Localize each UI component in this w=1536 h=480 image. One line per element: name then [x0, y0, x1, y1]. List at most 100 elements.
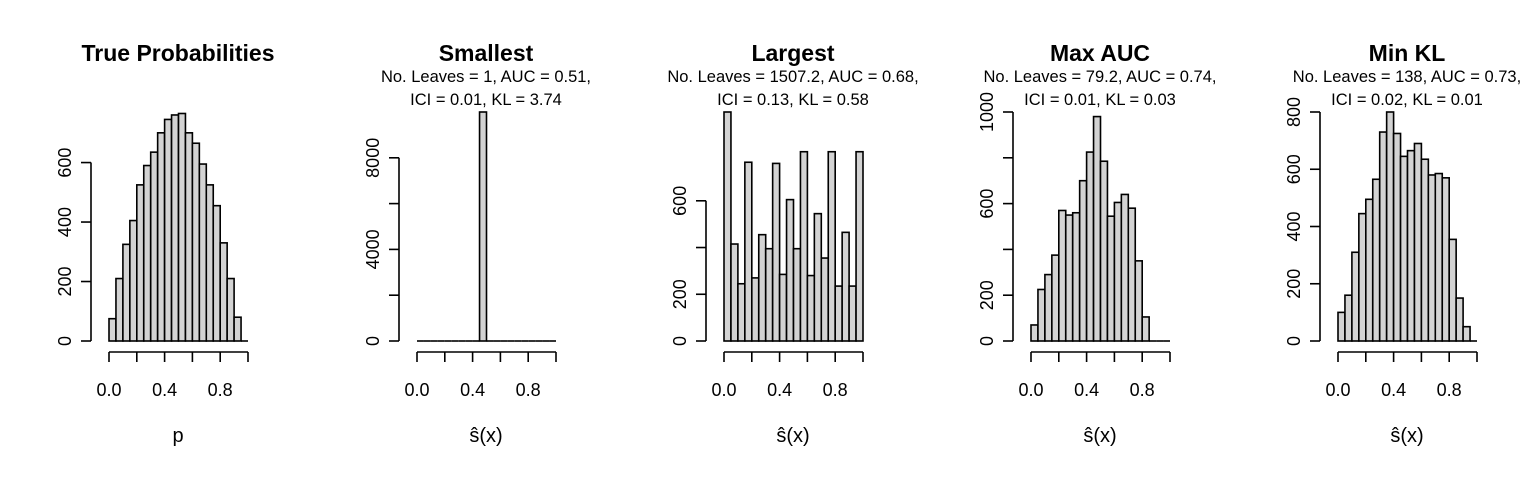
x-axis-label: ŝ(x) — [1390, 425, 1423, 447]
histogram-bar — [108, 317, 117, 342]
histogram-bar — [1106, 215, 1116, 342]
histogram-bar — [1134, 260, 1143, 342]
y-tick-label: 0 — [1284, 336, 1304, 346]
y-tick-label: 400 — [55, 207, 75, 237]
histogram-bar — [170, 114, 180, 342]
panel-subtitle: No. Leaves = 79.2, AUC = 0.74, — [984, 68, 1217, 86]
histogram-bar — [1371, 178, 1381, 342]
histogram-bar — [1385, 111, 1395, 342]
histogram-bar — [1427, 174, 1437, 342]
x-tick-label: 0.0 — [1325, 380, 1350, 400]
histogram-bar — [799, 150, 809, 342]
histogram-bar — [205, 184, 215, 342]
histogram-bar — [792, 247, 802, 342]
y-tick-label: 600 — [977, 189, 997, 219]
histogram-bar — [219, 242, 228, 342]
histogram-bar — [122, 243, 131, 342]
y-tick-label: 8000 — [363, 138, 383, 178]
histogram-bar — [730, 243, 739, 342]
histogram-bar — [1358, 212, 1367, 342]
histogram-bar — [820, 257, 830, 342]
x-tick-label: 0.0 — [711, 380, 736, 400]
histogram-bar — [1064, 214, 1074, 342]
x-tick-label: 0.8 — [1437, 380, 1462, 400]
y-tick-label: 600 — [670, 186, 690, 216]
histogram-bar — [1434, 172, 1444, 342]
panel-title: Max AUC — [1050, 40, 1150, 66]
histogram-bar — [136, 184, 145, 342]
panel-subtitle: ICI = 0.01, KL = 3.74 — [410, 91, 562, 109]
panel-subtitle: ICI = 0.02, KL = 0.01 — [1331, 91, 1483, 109]
panel-subtitle: ICI = 0.13, KL = 0.58 — [717, 91, 869, 109]
y-tick-label: 200 — [1284, 269, 1304, 299]
histogram-bar — [212, 204, 221, 342]
histogram-bar — [1392, 132, 1402, 342]
panel-true-probabilities: True Probabilities 0.0 0.4 0.8 p 0 200 400 600 — [55, 40, 275, 447]
histogram-bar — [1351, 251, 1360, 342]
histogram-bar — [1078, 179, 1088, 342]
panel-max-auc: Max AUC No. Leaves = 79.2, AUC = 0.74, ICI… — [977, 40, 1216, 447]
y-tick-label: 0 — [55, 336, 75, 346]
histogram-bar — [233, 316, 242, 342]
histogram-bar — [723, 111, 732, 342]
panel-subtitle: No. Leaves = 138, AUC = 0.73, — [1293, 68, 1521, 86]
y-tick-label: 200 — [670, 279, 690, 309]
histogram-bar — [827, 150, 836, 342]
histogram-bar — [1441, 177, 1450, 342]
y-tick-label: 600 — [1284, 154, 1304, 184]
histogram-bar — [1092, 115, 1102, 342]
panel-subtitle: No. Leaves = 1507.2, AUC = 0.68, — [667, 68, 918, 86]
histogram-bar — [1030, 324, 1039, 342]
x-tick-label: 0.8 — [1130, 380, 1155, 400]
x-tick-label: 0.4 — [1074, 380, 1099, 400]
histogram-bar — [1365, 198, 1374, 342]
y-tick-label: 200 — [977, 280, 997, 310]
y-tick-label: 1000 — [977, 92, 997, 132]
y-tick-label: 0 — [363, 336, 383, 346]
histogram-bar — [1378, 131, 1388, 342]
histogram-bar — [1399, 155, 1409, 342]
histogram-bar — [806, 274, 816, 342]
histogram-bar — [764, 247, 774, 342]
histogram-bar — [1344, 294, 1353, 342]
panel-title: True Probabilities — [82, 40, 275, 66]
histogram-bar — [1099, 160, 1109, 342]
x-tick-label: 0.8 — [823, 380, 848, 400]
x-tick-label: 0.4 — [1381, 380, 1406, 400]
histogram-bar — [1044, 273, 1053, 342]
histogram-bar — [1058, 209, 1067, 342]
histogram-bar — [744, 161, 753, 342]
histogram-bar — [198, 163, 208, 342]
x-tick-label: 0.8 — [516, 380, 541, 400]
histogram-bar — [1448, 238, 1457, 342]
histogram-bar — [142, 164, 152, 342]
histogram-bar — [115, 277, 124, 342]
histogram-bar — [184, 132, 194, 342]
histogram-bar — [1127, 207, 1137, 342]
panel-smallest: Smallest No. Leaves = 1, AUC = 0.51, ICI =… — [363, 40, 591, 447]
histogram-bar — [129, 219, 138, 342]
histogram-bar — [855, 150, 864, 342]
histogram-bar — [1141, 316, 1150, 342]
x-tick-label: 0.4 — [767, 380, 792, 400]
histogram-bar — [1037, 288, 1046, 342]
histogram-bar — [1413, 142, 1423, 342]
histogram-bar — [149, 151, 159, 342]
histogram-bar — [771, 162, 781, 342]
x-axis-label: p — [172, 425, 183, 447]
histogram-bar — [226, 277, 235, 342]
histogram-bar — [1406, 149, 1416, 342]
histogram-bar — [1051, 254, 1060, 342]
x-tick-label: 0.4 — [152, 380, 177, 400]
histogram-bar — [1462, 325, 1471, 342]
histogram-bar — [1085, 151, 1095, 342]
x-tick-label: 0.0 — [1018, 380, 1043, 400]
histogram-bar — [848, 285, 857, 342]
histogram-bar — [478, 111, 488, 342]
panel-largest: Largest No. Leaves = 1507.2, AUC = 0.68, I… — [667, 40, 918, 447]
histogram-bar — [834, 285, 843, 342]
y-tick-label: 0 — [977, 336, 997, 346]
panel-title: Min KL — [1369, 40, 1446, 66]
y-tick-label: 400 — [1284, 211, 1304, 241]
